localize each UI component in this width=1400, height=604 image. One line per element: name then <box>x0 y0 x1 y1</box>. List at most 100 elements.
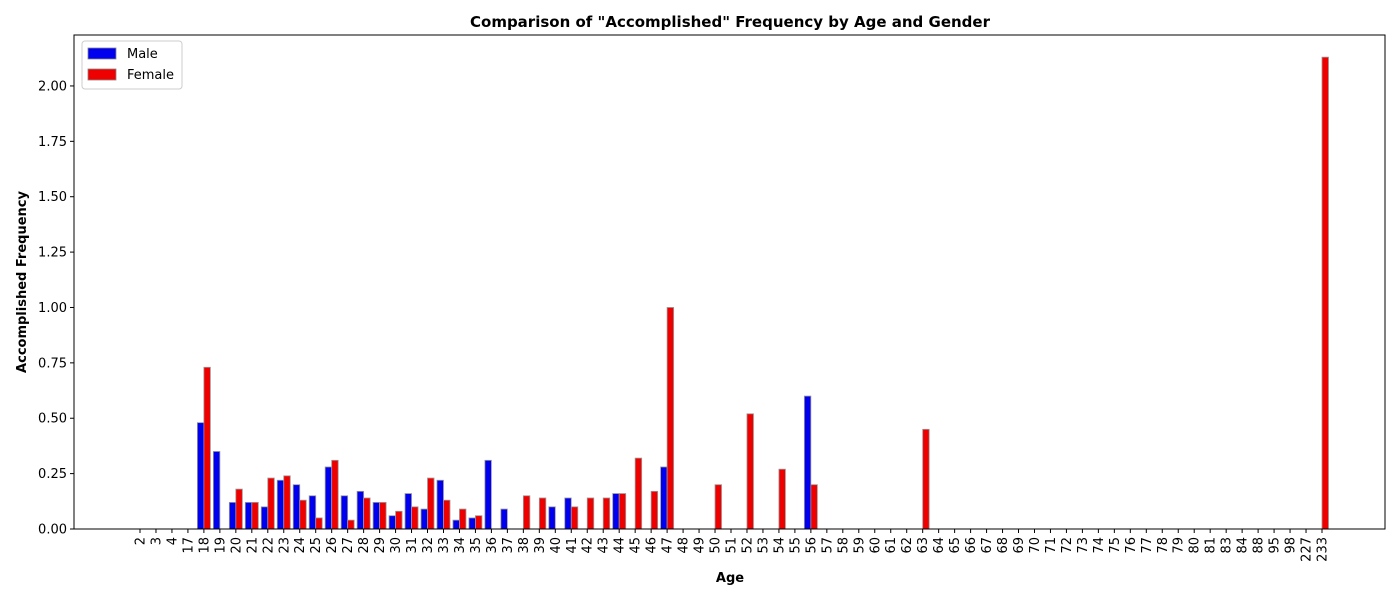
x-tick-label: 21 <box>245 537 260 554</box>
y-axis-label: Accomplished Frequency <box>15 191 30 373</box>
x-tick-label: 17 <box>181 537 196 554</box>
x-tick-label: 77 <box>1140 537 1155 554</box>
male-bar-age-21 <box>244 502 253 530</box>
female-bar-age-28 <box>363 497 371 530</box>
plot-area-frame <box>73 34 1386 530</box>
male-bar-age-29 <box>372 502 380 530</box>
female-bar-age-30 <box>395 510 403 530</box>
x-tick-label: 35 <box>469 537 484 554</box>
x-tick-label: 59 <box>852 537 867 554</box>
y-tick-label: 0.00 <box>38 523 67 538</box>
x-tick-label: 50 <box>709 537 724 554</box>
female-bar-age-21 <box>251 502 259 530</box>
x-tick-label: 60 <box>868 537 883 554</box>
x-tick-label: 23 <box>277 537 292 554</box>
x-tick-label: 68 <box>996 537 1011 554</box>
x-tick-label: 26 <box>325 537 340 554</box>
male-bar-age-24 <box>292 484 301 530</box>
female-bar-age-43 <box>602 497 611 530</box>
male-bar-age-37 <box>500 508 508 530</box>
male-bar-age-44 <box>612 493 620 530</box>
female-bar-age-45 <box>634 457 643 530</box>
male-bar-age-25 <box>308 495 317 530</box>
x-tick-label: 84 <box>1236 537 1251 554</box>
x-tick-label: 71 <box>1044 537 1059 554</box>
female-bar-age-42 <box>586 497 595 530</box>
female-bar-age-35 <box>475 515 483 530</box>
female-bar-age-34 <box>459 508 467 530</box>
male-bar-age-56 <box>803 395 812 530</box>
x-tick-label: 79 <box>1172 537 1187 554</box>
female-bar-age-26 <box>331 459 339 530</box>
x-tick-label: 47 <box>661 537 676 554</box>
female-bar-age-38 <box>522 495 531 530</box>
y-tick-label: 1.25 <box>38 246 67 261</box>
x-tick-label: 39 <box>533 537 548 554</box>
x-tick-label: 37 <box>501 537 516 554</box>
female-bar-age-56 <box>810 484 818 530</box>
x-tick-label: 88 <box>1252 537 1267 554</box>
male-bar-age-23 <box>276 479 285 530</box>
male-bar-age-26 <box>324 466 333 530</box>
x-tick-label: 58 <box>836 537 851 554</box>
x-tick-label: 57 <box>820 537 835 554</box>
x-tick-label: 67 <box>980 537 995 554</box>
x-tick-label: 64 <box>932 537 947 554</box>
x-tick-label: 78 <box>1156 537 1171 554</box>
female-bar-age-23 <box>283 475 291 530</box>
legend-swatch-male <box>87 47 117 60</box>
x-tick-label: 55 <box>788 537 803 554</box>
x-tick-label: 43 <box>597 537 612 554</box>
x-tick-label: 48 <box>677 537 692 554</box>
legend-swatch-female <box>87 68 117 81</box>
x-tick-label: 4 <box>165 537 180 545</box>
male-bar-age-22 <box>260 506 269 530</box>
x-tick-label: 25 <box>309 537 324 554</box>
female-bar-age-32 <box>427 477 435 530</box>
legend-label-female: Female <box>127 68 174 83</box>
x-tick-label: 98 <box>1284 537 1299 554</box>
x-tick-label: 28 <box>357 537 372 554</box>
male-bar-age-20 <box>228 502 237 530</box>
x-tick-label: 30 <box>389 537 404 554</box>
x-tick-label: 65 <box>948 537 963 554</box>
x-tick-label: 66 <box>964 537 979 554</box>
female-bar-age-52 <box>746 413 754 530</box>
x-tick-label: 42 <box>581 537 596 554</box>
x-tick-label: 233 <box>1316 537 1331 562</box>
female-bar-age-27 <box>347 519 355 530</box>
x-tick-label: 54 <box>772 537 787 554</box>
x-tick-label: 32 <box>421 537 436 554</box>
female-bar-age-18 <box>203 366 211 530</box>
female-bar-age-50 <box>714 484 722 530</box>
x-tick-label: 69 <box>1012 537 1027 554</box>
y-tick-label: 0.75 <box>38 356 67 371</box>
x-tick-label: 22 <box>261 537 276 554</box>
x-axis-label: Age <box>716 571 744 586</box>
x-tick-label: 38 <box>517 537 532 554</box>
x-tick-label: 62 <box>900 537 915 554</box>
male-bar-age-47 <box>660 466 668 530</box>
male-bar-age-32 <box>420 508 428 530</box>
male-bar-age-19 <box>212 451 221 530</box>
x-tick-label: 41 <box>565 537 580 554</box>
male-bar-age-34 <box>452 519 460 530</box>
x-tick-label: 45 <box>629 537 644 554</box>
male-bar-age-30 <box>388 515 396 530</box>
male-bar-age-33 <box>436 479 444 530</box>
x-tick-label: 81 <box>1204 537 1219 554</box>
x-tick-label: 20 <box>229 537 244 554</box>
x-tick-label: 56 <box>804 537 819 554</box>
bar-series-group <box>196 56 1329 530</box>
x-tick-label: 61 <box>884 537 899 554</box>
x-tick-label: 3 <box>149 537 164 545</box>
x-tick-label: 27 <box>341 537 356 554</box>
female-bar-age-25 <box>315 517 323 530</box>
x-tick-label: 29 <box>373 537 388 554</box>
x-tick-label: 73 <box>1076 537 1091 554</box>
female-bar-age-41 <box>570 506 579 530</box>
x-tick-label: 53 <box>756 537 771 554</box>
x-tick-label: 70 <box>1028 537 1043 554</box>
x-tick-label: 227 <box>1300 537 1315 562</box>
